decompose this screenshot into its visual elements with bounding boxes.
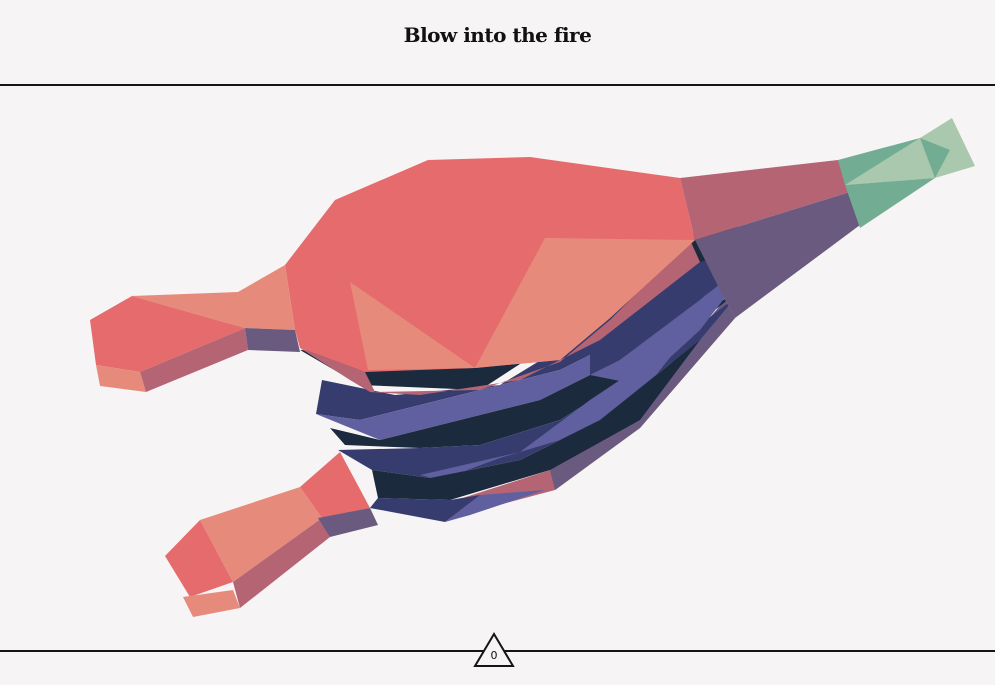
pleat-11 [590, 252, 760, 385]
triangle-icon [473, 632, 515, 667]
bellows[interactable] [0, 88, 995, 650]
lower-handle-grip-top [200, 487, 322, 582]
bellows-lower-handle[interactable] [165, 452, 378, 617]
lower-handle-neck [300, 452, 370, 518]
pleat-3 [316, 268, 755, 440]
nozzle-lower [845, 178, 935, 228]
pleat-9 [370, 495, 480, 522]
lower-handle-tip-side [183, 590, 240, 617]
nozzle-upper-light [845, 138, 935, 185]
upper-board-underside [300, 240, 700, 395]
page-title: Blow into the fire [403, 23, 592, 47]
pleat-8 [445, 490, 545, 522]
pleat-7 [372, 340, 700, 500]
pleat-2 [316, 218, 820, 420]
upper-handle-neck-side [245, 328, 300, 352]
bellows-nozzle [695, 118, 975, 318]
upper-handle-side [140, 328, 248, 392]
bellows-upper-board [285, 157, 850, 395]
upper-handle-grip [132, 265, 295, 330]
blow-counter-value: 0 [490, 649, 498, 662]
bellows-upper-handle[interactable] [90, 265, 300, 392]
upper-board-facet-1 [350, 282, 475, 370]
upper-board-facet-2 [475, 238, 695, 368]
lower-handle-tip [165, 520, 233, 597]
upper-board-facet-3 [680, 160, 850, 240]
header-bar: Blow into the fire [0, 0, 995, 86]
upper-handle-tip-side [96, 365, 146, 392]
nozzle-tip-dark [920, 138, 950, 178]
lower-handle-neck-side [318, 508, 378, 537]
lower-handle-side [233, 518, 330, 608]
pleat-4 [330, 290, 740, 448]
upper-handle-tip [90, 296, 245, 372]
nozzle-collar [695, 192, 860, 318]
blow-counter: 0 [473, 632, 515, 668]
